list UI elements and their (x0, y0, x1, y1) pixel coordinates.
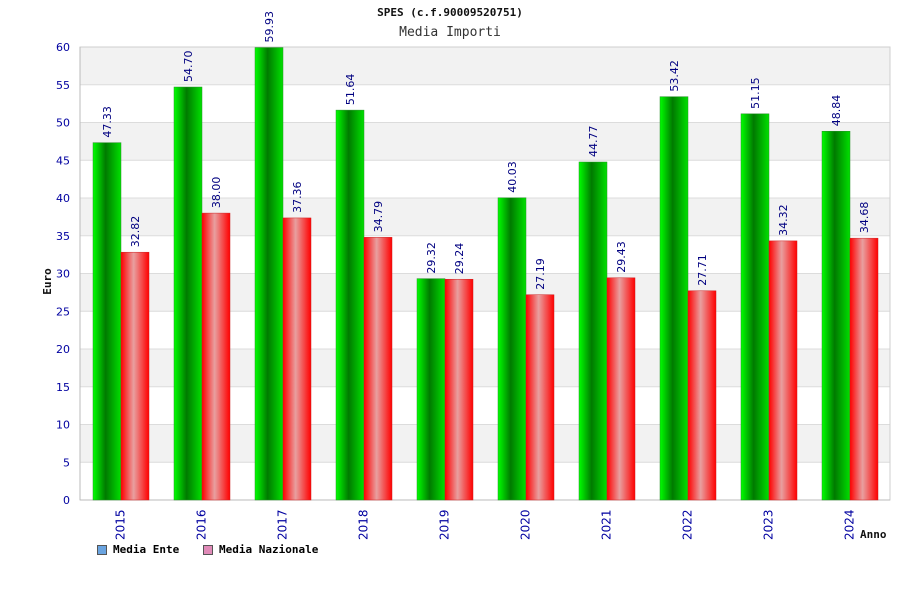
y-tick-label: 60 (56, 41, 70, 54)
data-label: 54.70 (182, 51, 195, 83)
data-labels: 47.33 32.82 54.70 38.00 59.93 37.36 51.64 34.79… (101, 11, 871, 290)
bar-media-nazionale (201, 212, 231, 501)
bar-media-nazionale (525, 294, 555, 501)
legend-item-media-nazionale: Media Nazionale (203, 543, 318, 556)
x-tick-label: 2022 (681, 509, 695, 540)
y-tick-label: 30 (56, 268, 70, 281)
data-label: 59.93 (263, 11, 276, 43)
data-label: 48.84 (830, 95, 843, 127)
data-label: 47.33 (101, 106, 114, 138)
x-tick-label: 2017 (276, 509, 290, 540)
bars (92, 47, 879, 501)
x-tick-label: 2021 (600, 509, 614, 540)
data-label: 29.24 (453, 243, 466, 275)
y-tick-label: 55 (56, 79, 70, 92)
x-tick-label: 2018 (357, 509, 371, 540)
bar-media-nazionale (606, 277, 636, 501)
chart-subtitle: Media Importi (399, 25, 501, 40)
bar-media-nazionale (363, 237, 393, 501)
y-tick-label: 10 (56, 419, 70, 432)
grid-band (80, 47, 890, 85)
legend-swatch (97, 544, 107, 555)
x-tick-label: 2019 (438, 509, 452, 540)
y-tick-label: 35 (56, 230, 70, 243)
data-label: 51.64 (344, 74, 357, 106)
chart-title: SPES (c.f.90009520751) (377, 6, 523, 19)
bar-media-nazionale (849, 237, 879, 501)
axes: 0 5 10 15 20 25 30 35 40 45 50 55 60 2015 2016 2017 2018… (56, 41, 891, 540)
y-tick-label: 40 (56, 192, 70, 205)
bar-media-nazionale (444, 278, 474, 501)
bar-media-nazionale (120, 251, 150, 501)
data-label: 29.43 (615, 241, 628, 273)
y-tick-label: 25 (56, 305, 70, 318)
data-label: 34.79 (372, 201, 385, 233)
x-tick-label: 2023 (762, 509, 776, 540)
data-label: 40.03 (506, 161, 519, 193)
bar-media-ente (497, 197, 527, 501)
y-tick-label: 20 (56, 343, 70, 356)
x-axis-label: Anno (860, 528, 887, 541)
legend-label: Media Ente (113, 543, 180, 556)
y-tick-label: 45 (56, 154, 70, 167)
bar-media-nazionale (282, 217, 312, 501)
data-label: 37.36 (291, 181, 304, 213)
data-label: 34.32 (777, 204, 790, 236)
data-label: 32.82 (129, 216, 142, 248)
bar-media-ente (659, 96, 689, 501)
data-label: 51.15 (749, 77, 762, 109)
x-tick-label: 2015 (114, 509, 128, 540)
bar-media-ente (92, 142, 122, 501)
y-tick-label: 5 (63, 456, 70, 469)
bar-media-ente (740, 113, 770, 501)
data-label: 27.71 (696, 254, 709, 286)
legend-label: Media Nazionale (219, 543, 319, 556)
bar-media-nazionale (687, 290, 717, 501)
y-tick-label: 0 (63, 494, 70, 507)
data-label: 29.32 (425, 242, 438, 274)
data-label: 34.68 (858, 202, 871, 234)
data-label: 53.42 (668, 60, 681, 92)
bar-media-nazionale (768, 240, 798, 501)
bar-media-ente (578, 161, 608, 501)
x-tick-label: 2020 (519, 509, 533, 540)
y-tick-label: 50 (56, 117, 70, 130)
bar-media-ente (254, 47, 284, 501)
data-label: 38.00 (210, 177, 223, 209)
legend-swatch (203, 544, 213, 555)
y-tick-label: 15 (56, 381, 70, 394)
bar-media-ente (821, 131, 851, 501)
x-tick-label: 2024 (843, 509, 857, 540)
data-label: 27.19 (534, 258, 547, 290)
bar-media-ente (335, 109, 365, 501)
bar-media-ente (173, 86, 203, 501)
x-tick-label: 2016 (195, 509, 209, 540)
legend-item-media-ente: Media Ente (97, 543, 179, 556)
data-label: 44.77 (587, 125, 600, 157)
bar-media-ente (416, 278, 446, 501)
